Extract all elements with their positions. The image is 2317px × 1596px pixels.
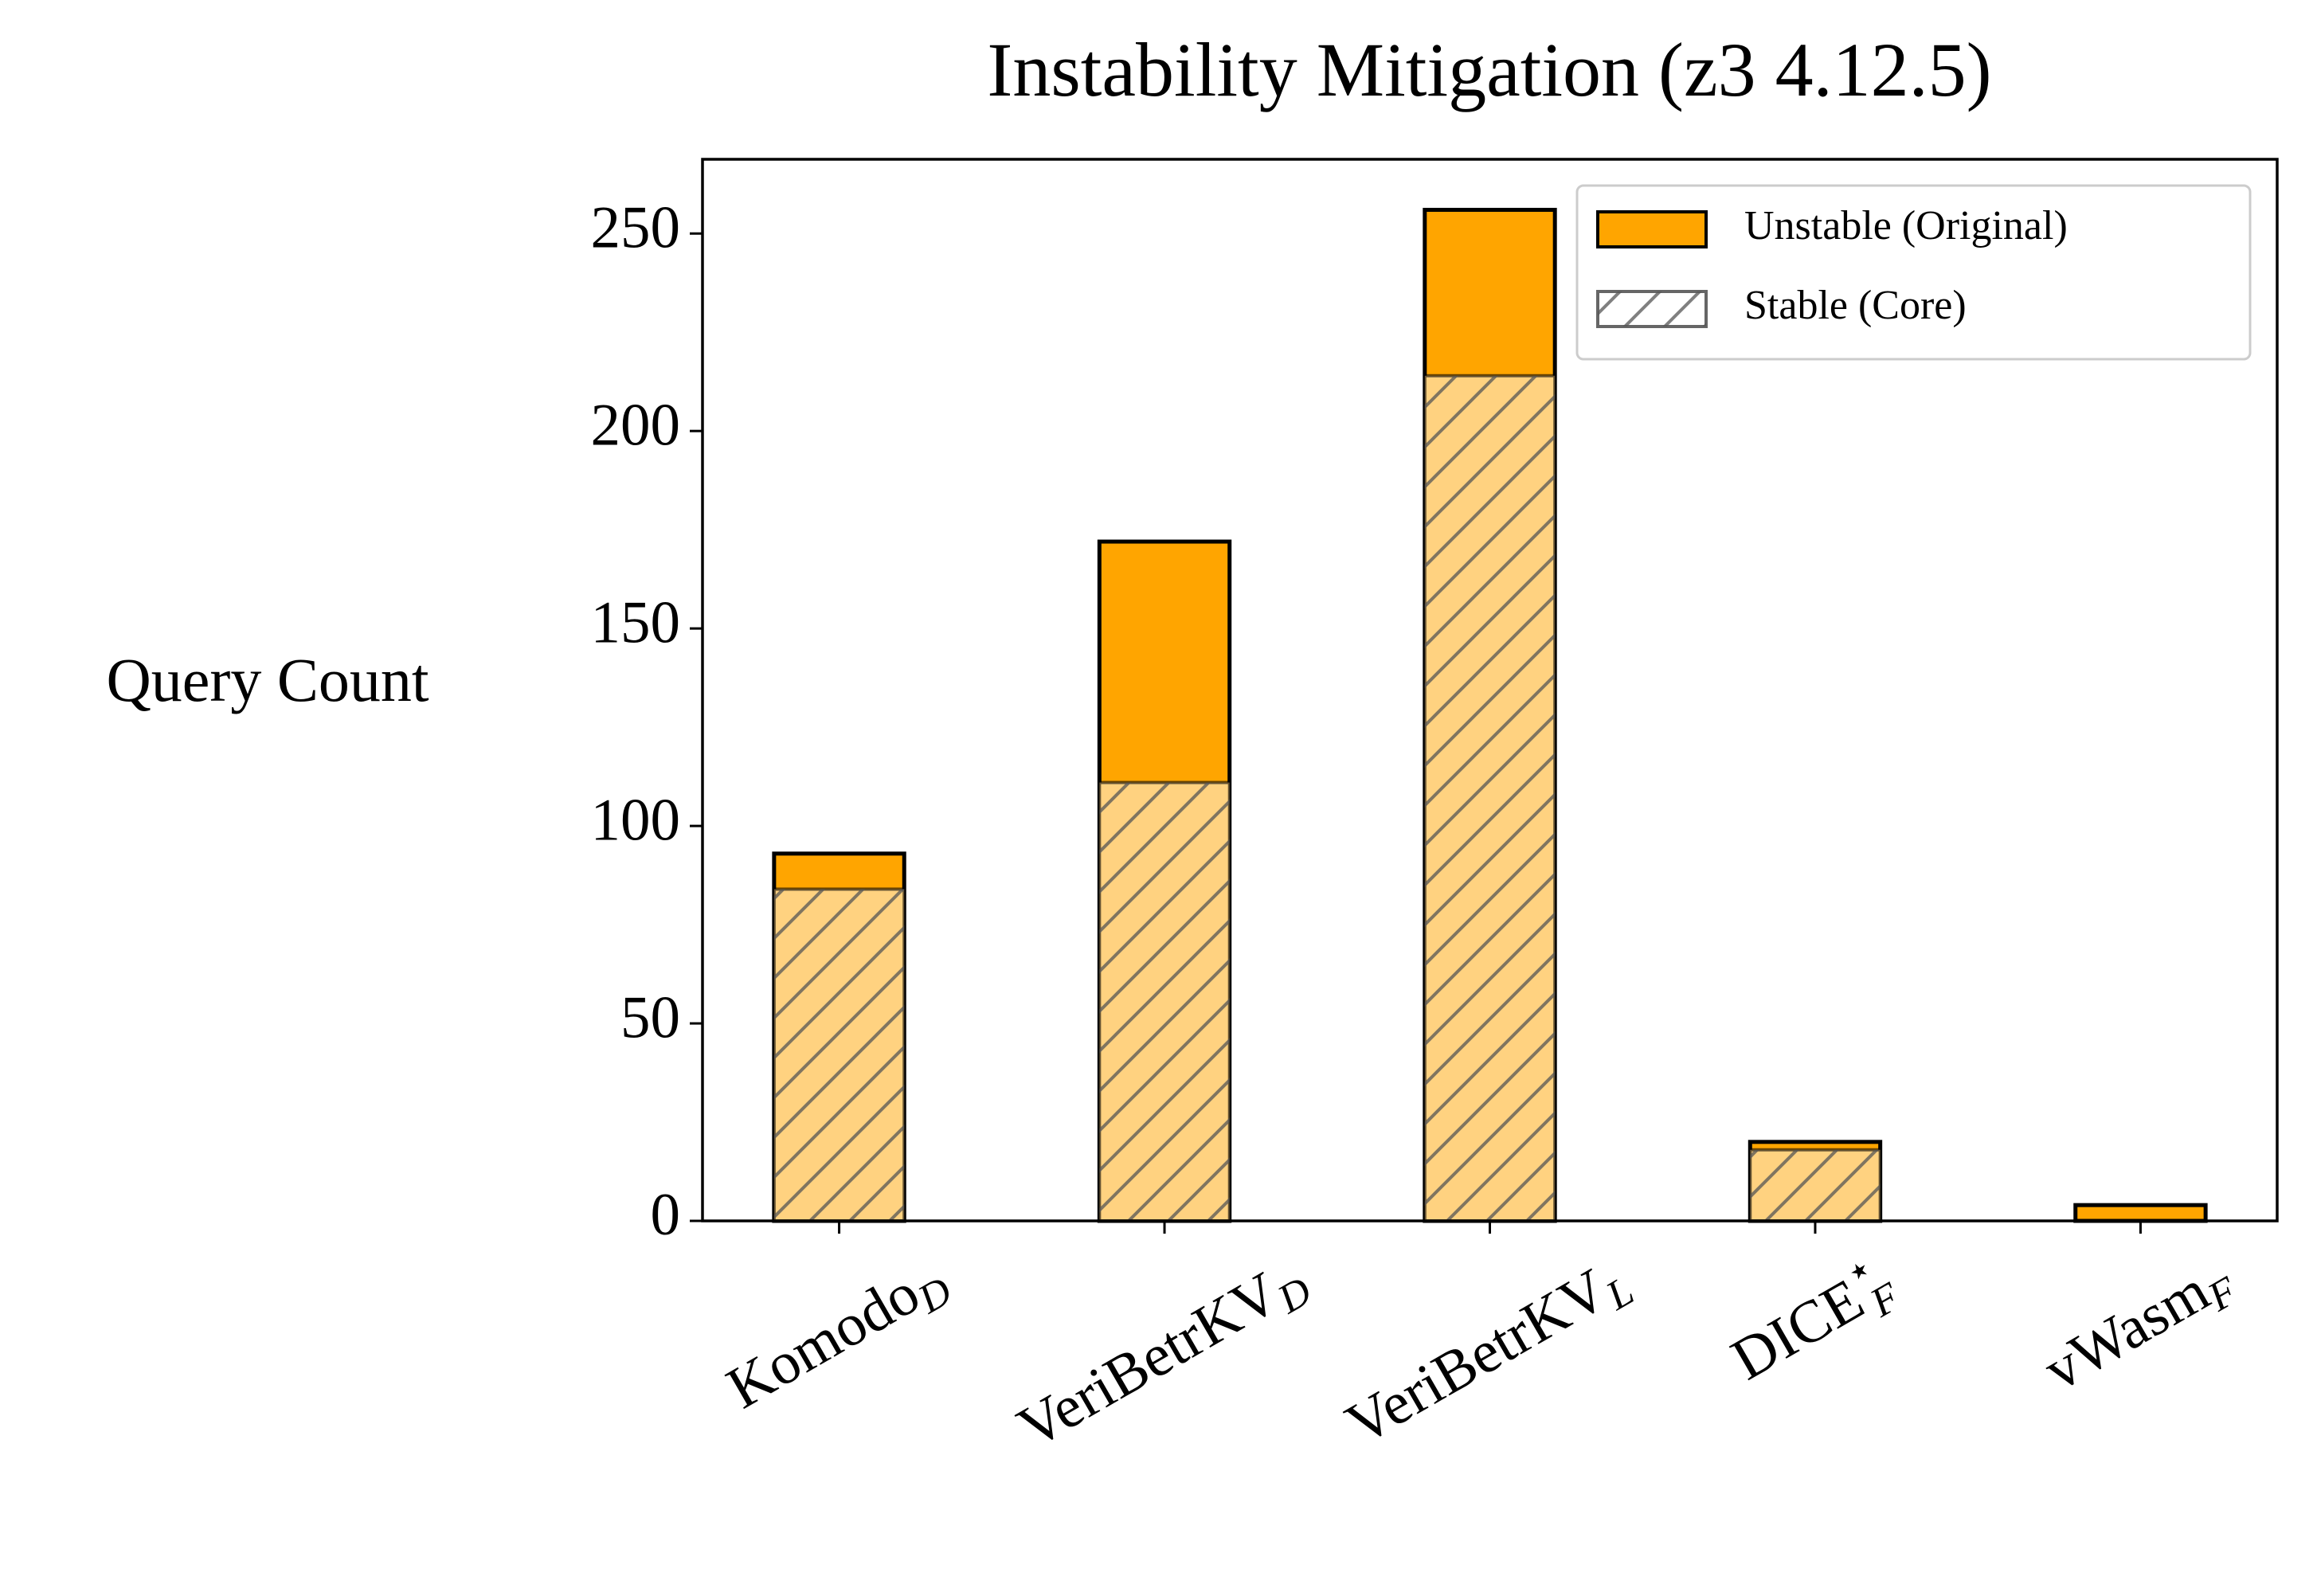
bar-hatch bbox=[1424, 375, 1556, 1221]
y-tick-label: 250 bbox=[591, 194, 681, 260]
bar-hatch bbox=[1099, 782, 1230, 1221]
y-tick-label: 50 bbox=[620, 984, 680, 1050]
y-tick-label: 0 bbox=[651, 1182, 681, 1248]
bar-hatch bbox=[773, 889, 905, 1221]
y-tick-label: 100 bbox=[591, 787, 681, 853]
y-axis-label: Query Count bbox=[106, 645, 429, 714]
y-tick-label: 150 bbox=[591, 589, 681, 655]
y-tick-label: 200 bbox=[591, 392, 681, 458]
chart-title: Instability Mitigation (z3 4.12.5) bbox=[987, 27, 1991, 112]
legend-swatch bbox=[1596, 210, 1708, 248]
bar bbox=[2073, 1203, 2208, 1223]
legend-label: Unstable (Original) bbox=[1744, 203, 2068, 248]
legend-swatch-hatch bbox=[1598, 291, 1706, 327]
bar-hatch bbox=[1750, 1149, 1881, 1221]
legend-label: Stable (Core) bbox=[1744, 283, 1967, 328]
legend-box bbox=[1575, 184, 2252, 361]
